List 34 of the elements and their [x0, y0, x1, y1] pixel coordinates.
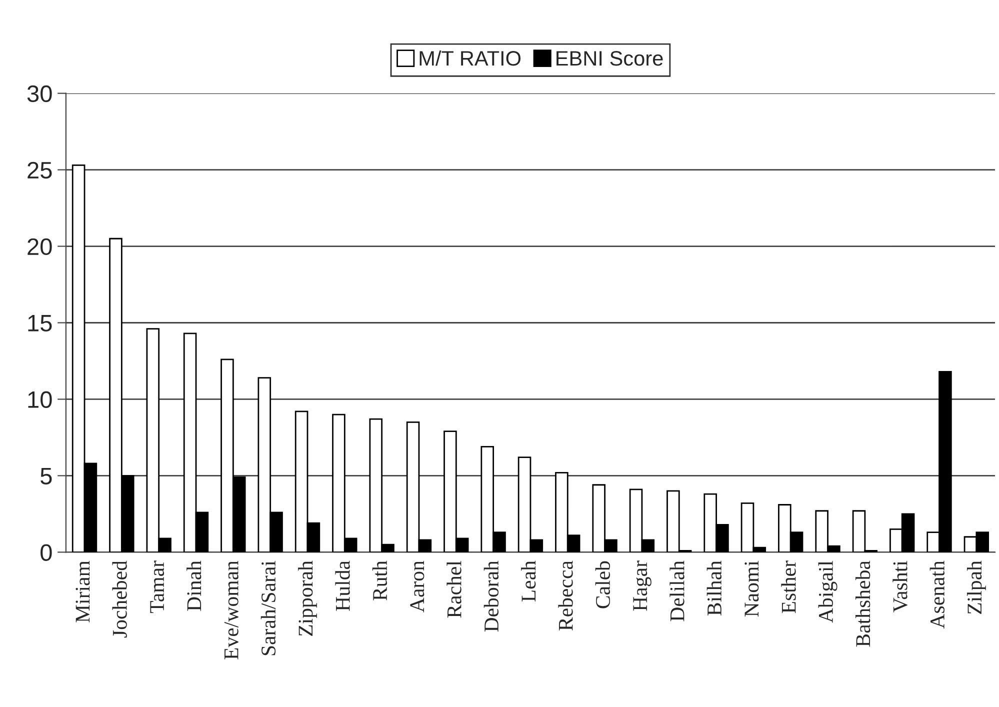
x-tick-label: Dinah: [186, 560, 202, 611]
x-tick-label: Eve/woman: [224, 560, 238, 660]
x-tick-label: Abigail: [818, 560, 838, 623]
x-tick-label: Bathsheba: [855, 560, 870, 647]
x-tick-label: Vashti: [892, 560, 908, 612]
x-tick-label: Tamar: [150, 560, 164, 614]
x-tick-label: Zilpah: [966, 560, 986, 614]
x-tick-label: Hulda: [335, 560, 350, 611]
x-tick-label: Asenath: [930, 560, 944, 629]
x-tick-label: Leah: [521, 560, 536, 602]
x-tick-label: Rachel: [446, 560, 462, 618]
x-tick-label: Deborah: [484, 560, 499, 632]
x-tick-label: Caleb: [595, 561, 610, 608]
legend-label: M/T RATIO: [420, 50, 521, 66]
y-tick-label: 5: [40, 468, 52, 484]
y-tick-label: 0: [40, 544, 52, 561]
x-tick-label: Delilah: [670, 560, 684, 622]
x-tick-label: Zipporah: [298, 560, 317, 636]
x-tick-label: Naomi: [744, 560, 759, 617]
x-tick-label: Rebecca: [558, 560, 573, 630]
y-tick-label: 30: [27, 85, 52, 102]
y-tick-label: 15: [28, 315, 52, 332]
x-tick-label: Aaron: [410, 560, 424, 612]
y-tick-label: 10: [28, 391, 52, 408]
x-tick-label: Esther: [781, 560, 796, 614]
x-tick-label: Bilhah: [706, 560, 722, 616]
x-tick-label: Sarah/Sarai: [260, 560, 276, 656]
x-tick-label: Ruth: [372, 560, 388, 600]
x-tick-label: Jochebed: [112, 560, 127, 638]
y-tick-label: 25: [28, 162, 52, 179]
x-tick-label: Miriam: [76, 560, 90, 622]
y-tick-label: 20: [28, 238, 52, 256]
legend-label: EBNI Score: [556, 51, 663, 66]
x-tick-label: Hagar: [633, 560, 652, 611]
